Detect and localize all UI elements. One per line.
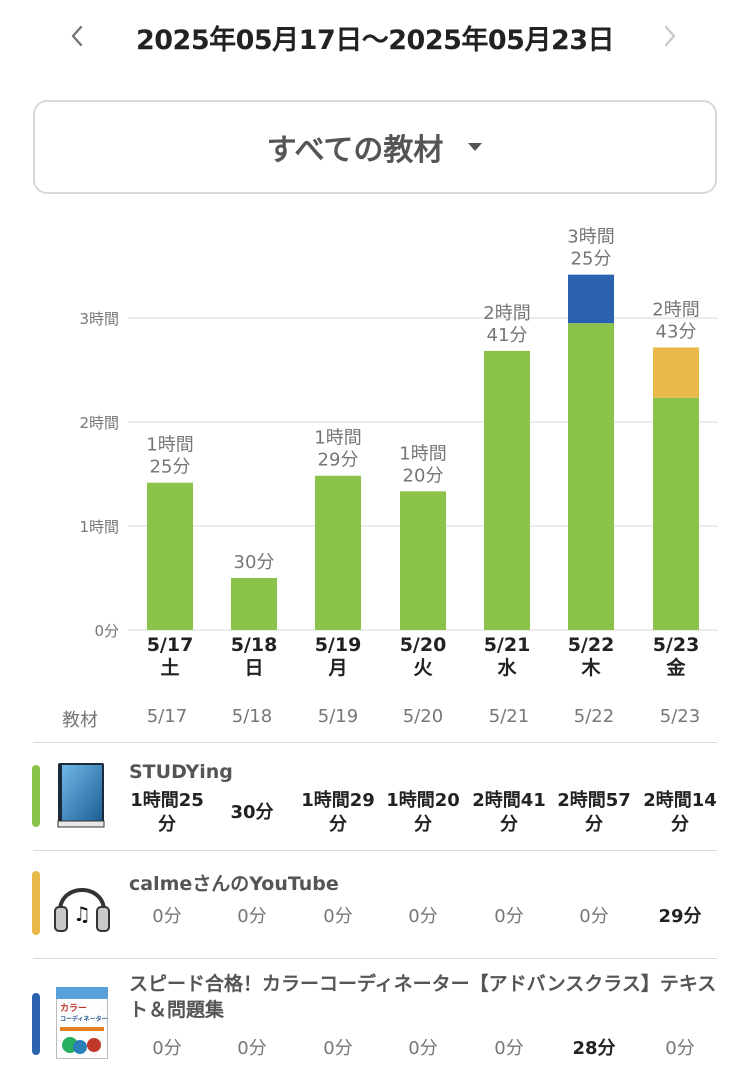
- time-cell: 0分: [408, 1038, 438, 1059]
- time-cell: 30分: [230, 802, 274, 823]
- material-title: スピード合格！カラーコーディネーター【アドバンスクラス】テキスト＆問題集: [129, 973, 717, 1021]
- bar-total-label: 20分: [403, 465, 444, 486]
- date-navigation-header: 2025年05月17日〜2025年05月23日: [0, 0, 750, 76]
- cover-subtitle: コーディネーター: [60, 1015, 108, 1023]
- table-header-row: 教材 5/17 5/18 5/19 5/20 5/21 5/22 5/23: [0, 698, 750, 738]
- bar-segment-studying: [568, 323, 614, 630]
- x-tick-date: 5/19: [315, 634, 362, 656]
- table-header-date: 5/22: [573, 706, 615, 727]
- bar-total-label: 3時間: [567, 227, 614, 248]
- time-cell: 0分: [237, 906, 267, 927]
- time-cell: 0分: [494, 1038, 524, 1059]
- textbook-cover-icon: カラー コーディネーター: [56, 987, 108, 1059]
- bar-segment-studying: [653, 397, 699, 630]
- x-tick-date: 5/23: [653, 634, 700, 656]
- bar-total-label: 43分: [656, 321, 697, 342]
- bar-segment-studying: [147, 482, 193, 630]
- bar-total-label: 25分: [150, 457, 191, 478]
- table-header-date: 5/23: [659, 706, 701, 727]
- headphones-icon: ♫: [54, 888, 110, 932]
- y-tick-label: 2時間: [79, 414, 119, 432]
- divider: [33, 958, 717, 959]
- time-cell: 29分: [658, 906, 702, 927]
- x-tick-weekday: 火: [413, 657, 433, 679]
- material-filter-label: すべての教材: [266, 133, 444, 168]
- bar-total-label: 2時間: [483, 303, 530, 324]
- bar-segment-studying: [315, 475, 361, 630]
- material-filter-dropdown[interactable]: すべての教材: [33, 100, 717, 194]
- x-tick-date: 5/20: [400, 634, 447, 656]
- bar-total-label: 30分: [234, 552, 275, 573]
- bar-segment-speed: [568, 274, 614, 324]
- x-tick-date: 5/21: [484, 634, 531, 656]
- bar-segment-studying: [400, 491, 446, 630]
- table-header-date: 5/21: [488, 706, 530, 727]
- x-tick-weekday: 土: [160, 657, 179, 679]
- divider: [33, 742, 717, 743]
- x-tick-weekday: 日: [244, 657, 263, 679]
- time-cell: 0分: [323, 1038, 353, 1059]
- time-cell: 1時間29 分: [301, 790, 375, 835]
- bar-total-label: 1時間: [399, 443, 446, 464]
- previous-week-button[interactable]: [57, 14, 97, 58]
- time-cell: 0分: [408, 906, 438, 927]
- bar-total-label: 2時間: [652, 299, 699, 320]
- x-tick-date: 5/22: [568, 634, 615, 656]
- study-time-bar-chart: 0分1時間2時間3時間1時間25分5/17土30分5/18日1時間29分5/19…: [79, 227, 718, 679]
- chevron-left-icon: [71, 25, 83, 47]
- divider: [33, 850, 717, 851]
- svg-text:♫: ♫: [73, 902, 91, 926]
- material-title: calmeさんのYouTube: [129, 873, 339, 895]
- material-row-youtube[interactable]: ♫ calmeさんのYouTube 0分 0分 0分 0分 0分 0分 29分: [0, 851, 750, 957]
- time-cell: 0分: [665, 1038, 695, 1059]
- y-tick-label: 1時間: [79, 518, 119, 536]
- cover-title: カラー: [60, 1003, 87, 1014]
- x-tick-weekday: 月: [327, 657, 347, 679]
- time-cell: 0分: [152, 906, 182, 927]
- date-range-title: 2025年05月17日〜2025年05月23日: [135, 25, 615, 56]
- material-title: STUDYing: [129, 761, 233, 783]
- caret-down-icon: [468, 143, 483, 151]
- bar-total-label: 25分: [571, 249, 612, 270]
- time-cell: 1時間25 分: [130, 790, 204, 835]
- x-tick-date: 5/18: [231, 634, 278, 656]
- time-cell: 2時間14 分: [643, 790, 717, 835]
- table-header-material: 教材: [62, 710, 98, 731]
- bar-total-label: 1時間: [146, 435, 193, 456]
- time-cell: 0分: [323, 906, 353, 927]
- bar-total-label: 29分: [318, 450, 359, 471]
- table-header-date: 5/20: [402, 706, 444, 727]
- book-icon: [57, 763, 105, 828]
- table-header-date: 5/19: [317, 706, 359, 727]
- bar-segment-studying: [484, 350, 530, 630]
- table-header-date: 5/18: [231, 706, 273, 727]
- time-cell: 0分: [237, 1038, 267, 1059]
- material-color-bar: [32, 765, 40, 827]
- bar-segment-studying: [231, 578, 277, 630]
- bar-total-label: 1時間: [314, 428, 361, 449]
- time-cell: 0分: [152, 1038, 182, 1059]
- time-cell: 0分: [579, 906, 609, 927]
- next-week-button[interactable]: [650, 14, 690, 58]
- y-tick-label: 0分: [94, 622, 119, 640]
- x-tick-weekday: 金: [665, 656, 686, 679]
- x-tick-weekday: 水: [497, 657, 517, 679]
- chevron-right-icon: [664, 25, 676, 47]
- material-row-studying[interactable]: STUDYing 1時間25 分 30分 1時間29 分 1時間20 分 2時間41 分…: [0, 743, 750, 849]
- material-color-bar: [32, 993, 40, 1055]
- bar-total-label: 41分: [487, 325, 528, 346]
- y-tick-label: 3時間: [79, 310, 119, 328]
- x-tick-date: 5/17: [147, 634, 194, 656]
- table-header-date: 5/17: [146, 706, 188, 727]
- time-cell: 28分: [572, 1038, 616, 1059]
- time-cell: 2時間41 分: [472, 790, 546, 835]
- time-cell: 2時間57 分: [557, 790, 631, 835]
- time-cell: 1時間20 分: [386, 790, 460, 835]
- bar-segment-youtube: [653, 347, 699, 398]
- x-tick-weekday: 木: [580, 656, 601, 679]
- material-row-speed-textbook[interactable]: カラー コーディネーター スピード合格！カラーコーディネーター【アドバンスクラス…: [0, 959, 750, 1089]
- time-cell: 0分: [494, 906, 524, 927]
- material-color-bar: [32, 871, 40, 935]
